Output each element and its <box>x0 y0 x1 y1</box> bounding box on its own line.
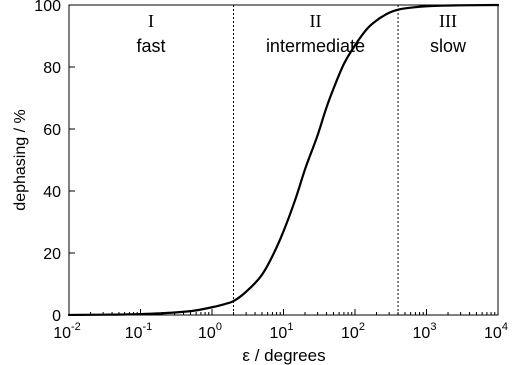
region-label: fast <box>136 36 165 56</box>
region-label: intermediate <box>266 36 365 56</box>
y-axis-label: dephasing / % <box>12 109 29 210</box>
x-tick-label: 102 <box>341 321 365 342</box>
x-tick-label: 103 <box>413 321 437 342</box>
y-tick-label: 40 <box>43 184 61 201</box>
x-tick-label: 101 <box>270 321 294 342</box>
region-numeral: III <box>439 11 457 31</box>
y-tick-label: 20 <box>43 246 61 263</box>
x-tick-label: 10-2 <box>53 321 81 342</box>
y-tick-label: 60 <box>43 122 61 139</box>
region-numeral: II <box>309 11 321 31</box>
y-tick-label: 0 <box>52 308 61 325</box>
region-label: slow <box>430 36 467 56</box>
y-tick-label: 100 <box>34 0 61 15</box>
series-line <box>67 3 500 317</box>
region-numeral: I <box>148 11 154 31</box>
x-tick-label: 10-1 <box>125 321 153 342</box>
x-tick-label: 104 <box>484 321 508 342</box>
x-tick-label: 100 <box>198 321 222 342</box>
y-tick-label: 80 <box>43 60 61 77</box>
axis-ticks: 0 20 40 60 80 100 10-2 10-1 100 101 102 103 104 <box>34 0 508 342</box>
x-axis-label: ε / degrees <box>242 346 325 365</box>
